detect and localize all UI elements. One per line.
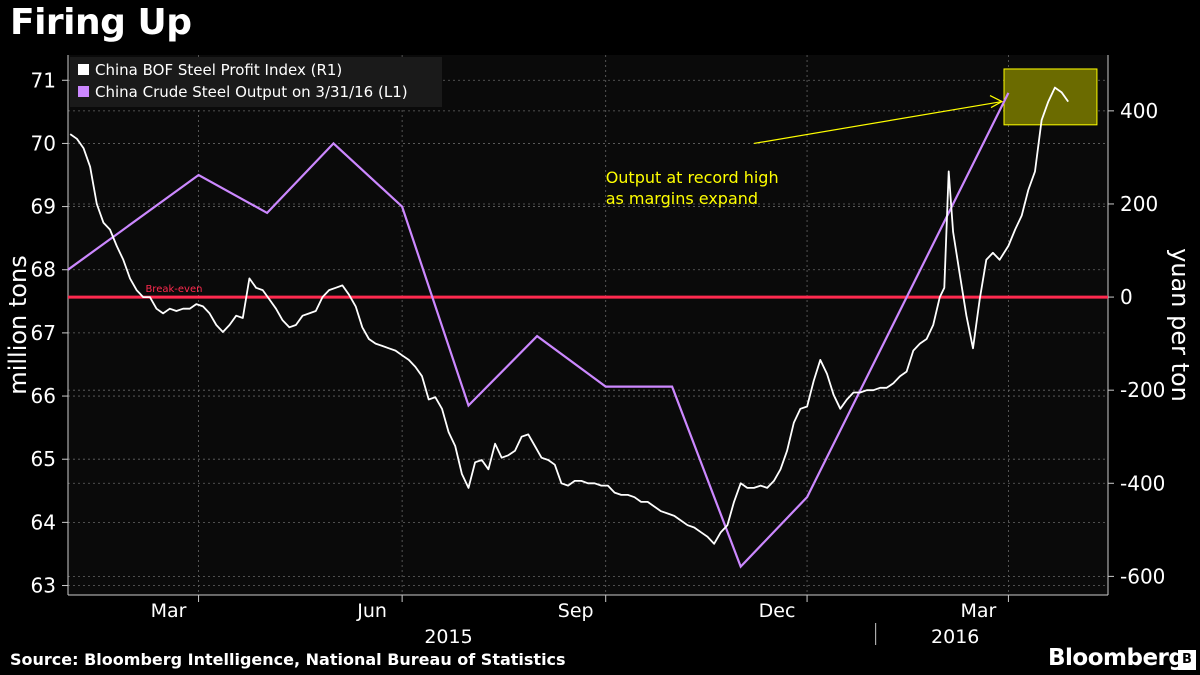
series-output-line [67, 92, 1010, 569]
year-label: 2016 [931, 626, 979, 648]
legend-label: China BOF Steel Profit Index (R1) [95, 61, 342, 79]
tick-label-x: Dec [759, 600, 796, 622]
series-layer: Break-even [67, 86, 1108, 569]
legend-label: China Crude Steel Output on 3/31/16 (L1) [95, 83, 408, 101]
brand-logo: Bloomberg [1048, 645, 1185, 671]
tick-label-x: Sep [558, 600, 594, 622]
tick-label-x: Mar [151, 600, 187, 622]
source-note: Source: Bloomberg Intelligence, National… [10, 650, 566, 669]
tick-label-x: Mar [960, 600, 996, 622]
bloomberg-terminal-icon: B [1178, 650, 1196, 670]
chart-title: Firing Up [10, 2, 192, 43]
tick-label-right: -600 [1120, 564, 1165, 588]
tick-label-right: -400 [1120, 471, 1165, 495]
tick-label-left: 64 [31, 510, 56, 534]
tick-label-right: -200 [1120, 378, 1165, 402]
y-right-label: yuan per ton [1166, 248, 1194, 402]
tick-label-left: 69 [31, 195, 56, 219]
legend: China BOF Steel Profit Index (R1) China C… [70, 57, 442, 107]
tick-label-left: 67 [31, 321, 56, 345]
legend-swatch [78, 64, 89, 75]
callout-text: Output at record high [606, 168, 779, 187]
tick-label-left: 68 [31, 258, 56, 282]
tick-label-left: 63 [31, 574, 56, 598]
tick-label-right: 400 [1120, 99, 1158, 123]
callout-text: as margins expand [606, 189, 758, 208]
callout-arrowhead [989, 95, 1004, 109]
callout-arrow [753, 100, 1003, 145]
tick-label-left: 71 [31, 68, 56, 92]
series-profit-line [69, 86, 1069, 545]
tick-label-left: 70 [31, 131, 56, 155]
tick-label-x: Jun [356, 600, 387, 622]
legend-swatch [78, 86, 89, 97]
year-label: 2015 [424, 626, 472, 648]
legend-box [70, 57, 442, 107]
tick-label-left: 66 [31, 384, 56, 408]
tick-label-right: 200 [1120, 192, 1158, 216]
tick-label-left: 65 [31, 447, 56, 471]
axis-labels: million tons yuan per ton [4, 248, 1194, 402]
axes: 63 64 65 66 67 68 69 70 71 -600 -400 -200 0 200 400 Mar… [31, 55, 1165, 648]
tick-label-right: 0 [1120, 285, 1133, 309]
gridlines [68, 55, 1108, 595]
y-left-label: million tons [4, 255, 32, 394]
breakeven-label: Break-even [145, 284, 202, 295]
plot-area [68, 55, 1108, 595]
